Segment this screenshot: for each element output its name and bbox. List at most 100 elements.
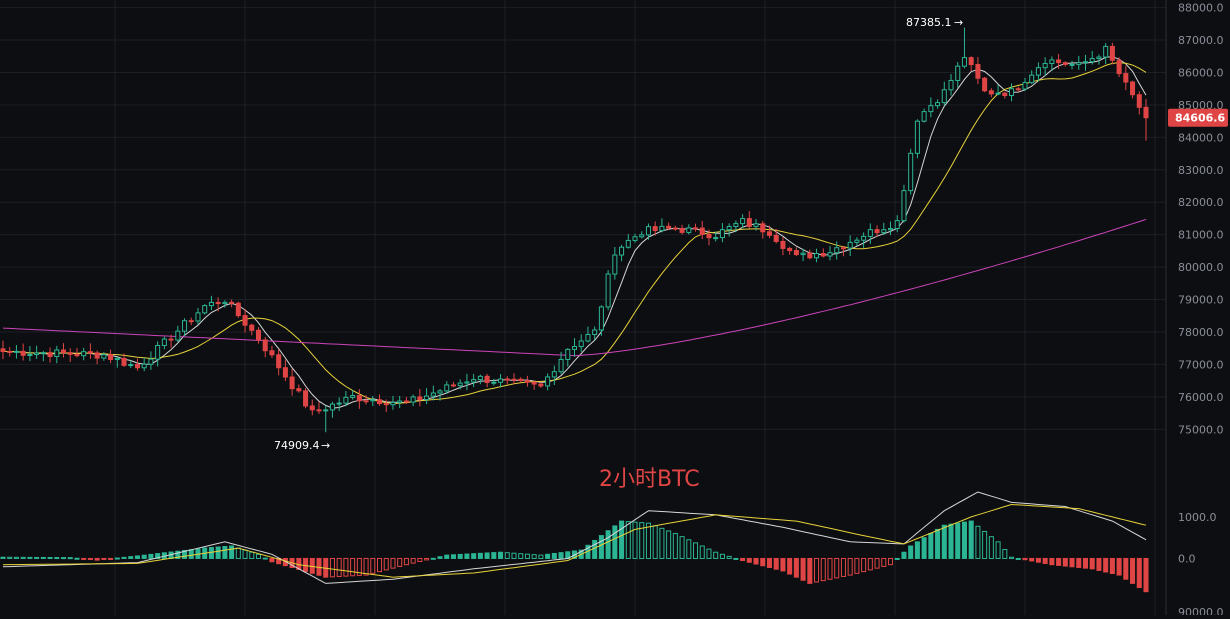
macd-bar-145 xyxy=(975,525,981,559)
macd-bar-108 xyxy=(726,555,732,559)
macd-bar-21 xyxy=(141,554,147,559)
macd-bar-18 xyxy=(121,556,127,559)
candle-body-128 xyxy=(861,235,867,241)
macd-bar-80 xyxy=(538,554,544,559)
candle-body-136 xyxy=(914,120,920,154)
macd-bar-159 xyxy=(1069,557,1075,568)
candle-body-92 xyxy=(619,246,625,256)
macd-bar-164 xyxy=(1103,557,1109,573)
macd-bar-81 xyxy=(545,553,551,559)
candle-body-30 xyxy=(202,305,208,314)
chart-title: 2小时BTC xyxy=(599,467,700,492)
candle-body-13 xyxy=(87,351,93,354)
macd-bar-90 xyxy=(605,530,611,559)
candle-body-100 xyxy=(672,227,678,230)
candle-body-20 xyxy=(134,364,140,369)
macd-bar-157 xyxy=(1056,557,1062,566)
macd-bar-63 xyxy=(424,557,430,561)
candle-body-69 xyxy=(464,381,470,384)
macd-bar-111 xyxy=(746,557,752,563)
candle-body-52 xyxy=(350,395,356,398)
macd-bar-94 xyxy=(632,521,638,559)
macd-bar-156 xyxy=(1049,557,1055,566)
macd-bar-74 xyxy=(498,551,504,559)
price-tick-7: 81000.0 xyxy=(1178,229,1224,242)
macd-bar-13 xyxy=(87,557,93,561)
macd-bar-113 xyxy=(760,557,766,567)
macd-bar-32 xyxy=(215,546,221,559)
candle-body-37 xyxy=(249,324,255,331)
macd-bar-35 xyxy=(235,547,241,559)
macd-dea-line xyxy=(2,503,1147,578)
candle-body-79 xyxy=(531,381,537,385)
candle-body-88 xyxy=(592,329,598,335)
candle-body-44 xyxy=(296,388,302,392)
macd-bar-89 xyxy=(598,535,604,559)
candle-body-80 xyxy=(538,383,544,387)
macd-bar-54 xyxy=(363,557,369,576)
candle-body-133 xyxy=(894,220,900,230)
macd-bar-5 xyxy=(34,556,40,559)
candle-body-3 xyxy=(20,350,26,356)
candle-body-115 xyxy=(773,234,779,242)
macd-bar-52 xyxy=(350,557,356,577)
macd-bar-1 xyxy=(7,556,13,559)
macd-bar-70 xyxy=(471,553,477,559)
macd-bar-98 xyxy=(659,527,665,559)
last-price-badge xyxy=(1168,108,1228,127)
candle-body-39 xyxy=(262,339,268,352)
candle-body-109 xyxy=(733,223,739,228)
macd-bar-115 xyxy=(773,557,779,570)
macd-bar-92 xyxy=(619,520,625,559)
candle-body-126 xyxy=(847,241,853,249)
candle-body-31 xyxy=(208,301,214,307)
candle-body-50 xyxy=(336,402,342,405)
candle-body-61 xyxy=(410,396,416,403)
macd-bar-160 xyxy=(1076,557,1082,568)
candle-body-166 xyxy=(1116,59,1122,75)
macd-bar-40 xyxy=(269,557,275,563)
macd-bar-19 xyxy=(128,556,134,559)
candle-body-158 xyxy=(1062,62,1068,65)
macd-bar-106 xyxy=(713,551,719,559)
macd-bar-120 xyxy=(807,557,813,584)
candle-body-67 xyxy=(450,384,456,387)
macd-bar-2 xyxy=(13,556,19,559)
macd-bar-38 xyxy=(255,553,262,559)
macd-bar-136 xyxy=(914,541,920,559)
macd-bar-68 xyxy=(457,553,463,559)
candle-body-130 xyxy=(874,229,880,234)
macd-bar-130 xyxy=(874,557,880,569)
macd-bar-148 xyxy=(995,541,1001,559)
candle-body-14 xyxy=(94,352,100,359)
macd-panel xyxy=(0,491,1149,593)
candle-body-15 xyxy=(101,354,107,359)
candle-body-65 xyxy=(437,390,443,394)
macd-bar-60 xyxy=(403,557,409,566)
candle-body-36 xyxy=(242,315,248,326)
last-price-label: 84606.6 xyxy=(1175,112,1225,125)
macd-bar-77 xyxy=(518,553,524,559)
macd-bar-62 xyxy=(417,557,423,563)
macd-tick-1: 0.0 xyxy=(1178,552,1196,565)
candle-body-113 xyxy=(760,223,766,233)
macd-bar-50 xyxy=(336,557,342,577)
macd-bar-129 xyxy=(867,557,873,571)
macd-bar-152 xyxy=(1022,557,1028,561)
candle-body-51 xyxy=(343,396,349,404)
macd-bar-4 xyxy=(27,556,33,559)
macd-bar-37 xyxy=(249,551,255,559)
candle-body-154 xyxy=(1035,67,1041,76)
macd-bar-100 xyxy=(672,533,678,559)
macd-bar-123 xyxy=(827,557,833,580)
macd-bar-117 xyxy=(787,557,793,575)
price-tick-2: 86000.0 xyxy=(1178,66,1224,79)
candle-body-29 xyxy=(195,312,201,322)
candle-body-12 xyxy=(81,351,87,357)
candle-body-94 xyxy=(632,236,638,241)
macd-bar-138 xyxy=(928,533,934,559)
candle-body-150 xyxy=(1009,88,1015,97)
candle-body-48 xyxy=(323,409,329,412)
candle-body-110 xyxy=(740,218,746,225)
macd-bar-69 xyxy=(464,553,470,559)
